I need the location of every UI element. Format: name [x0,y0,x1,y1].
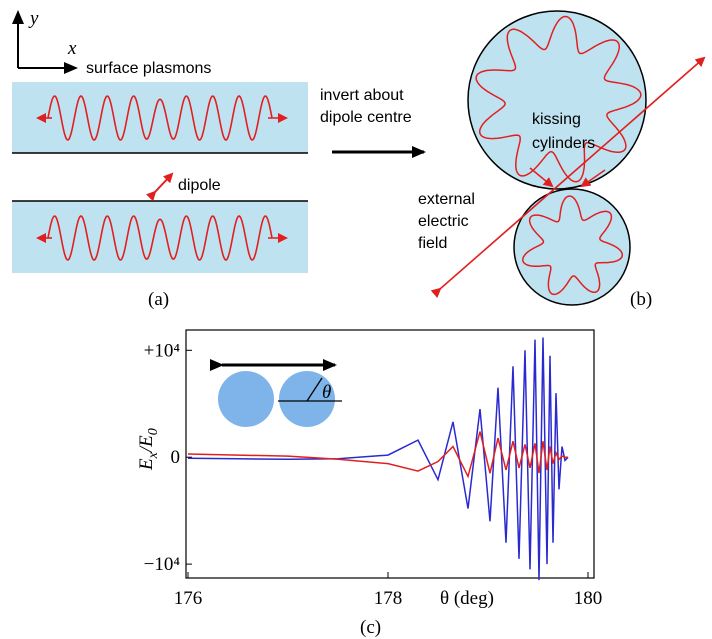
x-tick-label: 178 [374,588,403,609]
caption: (c) [360,617,381,638]
field-label: external [418,191,475,208]
axis-label: x [67,38,77,59]
metal-strip [12,82,308,153]
y-tick-label: +10⁴ [144,340,181,361]
y-label-part: x [146,451,161,459]
field-label: electric [418,213,469,230]
circle-label: cylinders [532,135,595,152]
x-tick-label: 176 [174,588,203,609]
cylinder [513,188,631,306]
axis-label: y [28,8,39,29]
x-tick-label: 180 [574,588,603,609]
plasmon-wave [47,95,273,141]
inset-label: θ [322,382,331,403]
arrow [580,169,606,188]
caption: (a) [148,289,169,310]
inset-cylinder [279,371,335,427]
data-line [187,431,568,479]
y-tick-label: −10⁴ [144,554,181,575]
dipole-label: dipole [178,177,221,194]
y-label-part: 0 [146,428,161,435]
arrow-label: invert about [320,87,404,104]
inset-cylinder [218,371,274,427]
x-axis-label: θ (deg) [440,588,494,609]
y-tick-label: 0 [171,447,181,468]
arrow-label: dipole centre [320,109,412,126]
inset-line [306,377,323,402]
caption: (b) [630,289,652,310]
field-label: field [418,235,447,252]
y-label-part: /E [136,435,157,453]
panel-b: kissing cylinders external electric fiel… [418,10,706,310]
strip-label: surface plasmons [86,60,211,77]
plasmon-wave [47,215,273,261]
plot-frame [185,329,595,579]
arrow [529,167,554,188]
circle-label: kissing [532,111,581,128]
cylinder [467,10,647,190]
y-label-part: E [136,458,157,471]
metal-strip [12,201,308,273]
field-arrow [430,56,706,299]
data-line [187,337,569,581]
panel-a: y x surface plasmons dipole (a) [12,8,308,310]
dipole-arrow [145,172,174,202]
transform: invert about dipole centre [320,87,426,158]
y-axis-label: Ex/E0 [136,428,161,471]
